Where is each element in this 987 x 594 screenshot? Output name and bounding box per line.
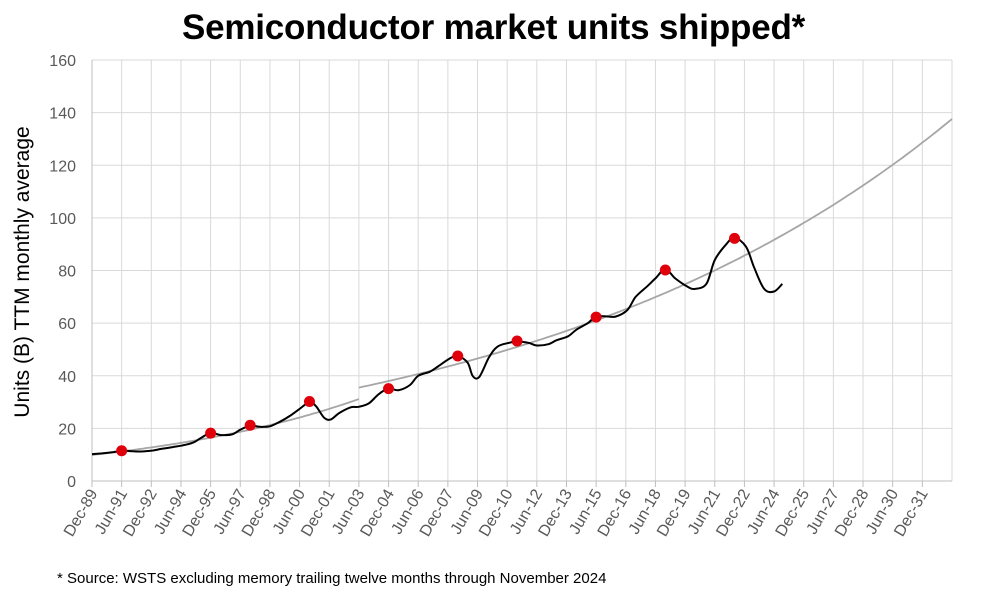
trend-series	[91, 118, 953, 456]
peak-marker	[659, 264, 671, 276]
y-tick-label: 80	[58, 264, 76, 281]
tick-labels: 020406080100120140160Dec-89Jun-91Dec-92J…	[49, 53, 932, 540]
trend-line-segment	[358, 118, 953, 389]
trend-line-segment	[91, 398, 360, 456]
y-tick-label: 0	[67, 474, 76, 491]
peak-marker	[729, 232, 741, 244]
y-tick-label: 160	[49, 53, 76, 70]
y-axis-label: Units (B) TTM monthly average	[11, 126, 34, 417]
peak-marker	[590, 311, 602, 323]
peak-marker	[303, 396, 315, 408]
peak-marker	[205, 427, 217, 439]
y-tick-label: 120	[49, 158, 76, 175]
peak-marker	[244, 419, 256, 431]
y-tick-label: 140	[49, 106, 76, 123]
peak-marker	[116, 445, 128, 457]
chart-title: Semiconductor market units shipped*	[181, 8, 806, 47]
y-tick-label: 40	[58, 369, 76, 386]
y-tick-label: 100	[49, 211, 76, 228]
peak-marker	[383, 383, 395, 395]
y-tick-label: 20	[58, 421, 76, 438]
axes	[91, 60, 952, 487]
peak-marker	[511, 335, 523, 347]
source-footnote: * Source: WSTS excluding memory trailing…	[57, 570, 607, 587]
grid-lines	[92, 59, 953, 481]
peak-marker	[452, 350, 464, 362]
y-tick-label: 60	[58, 316, 76, 333]
peak-markers	[116, 232, 741, 457]
